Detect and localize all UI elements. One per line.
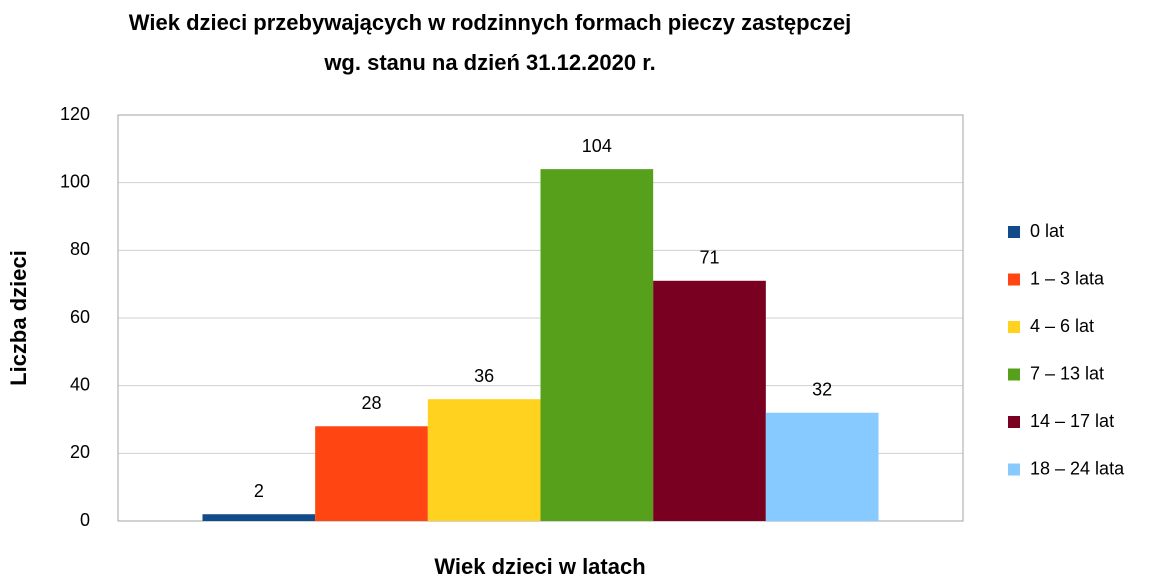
y-tick-label: 40 [70,374,90,394]
legend-label: 7 – 13 lat [1030,363,1104,383]
bar [427,399,541,521]
data-label: 36 [474,366,494,386]
legend-swatch [1008,416,1020,428]
data-label: 32 [812,379,832,399]
x-axis-label: Wiek dzieci w latach [434,554,645,579]
y-tick-label: 20 [70,442,90,462]
legend-swatch [1008,321,1020,333]
bar [653,280,766,521]
chart-title: wg. stanu na dzień 31.12.2020 r. [323,50,655,75]
bar [540,169,654,521]
legend-label: 1 – 3 lata [1030,268,1105,288]
bar [765,412,879,521]
legend-swatch [1008,226,1020,238]
legend-label: 4 – 6 lat [1030,316,1094,336]
data-label: 28 [361,393,381,413]
legend-swatch [1008,273,1020,286]
data-label: 2 [254,481,264,501]
chart-title: Wiek dzieci przebywających w rodzinnych … [129,10,851,35]
legend-label: 0 lat [1030,221,1064,241]
y-tick-label: 120 [60,104,90,124]
y-tick-label: 80 [70,239,90,259]
data-label: 104 [582,136,612,156]
legend-swatch [1008,463,1020,476]
data-label: 71 [699,248,719,268]
legend-label: 14 – 17 lat [1030,411,1114,431]
y-tick-label: 100 [60,171,90,191]
y-axis-label: Liczba dzieci [6,250,31,386]
y-tick-label: 60 [70,307,90,327]
legend-swatch [1008,368,1020,381]
bar [202,514,316,521]
bar [315,426,428,521]
y-tick-label: 0 [80,510,90,530]
legend-label: 18 – 24 lata [1030,458,1125,478]
